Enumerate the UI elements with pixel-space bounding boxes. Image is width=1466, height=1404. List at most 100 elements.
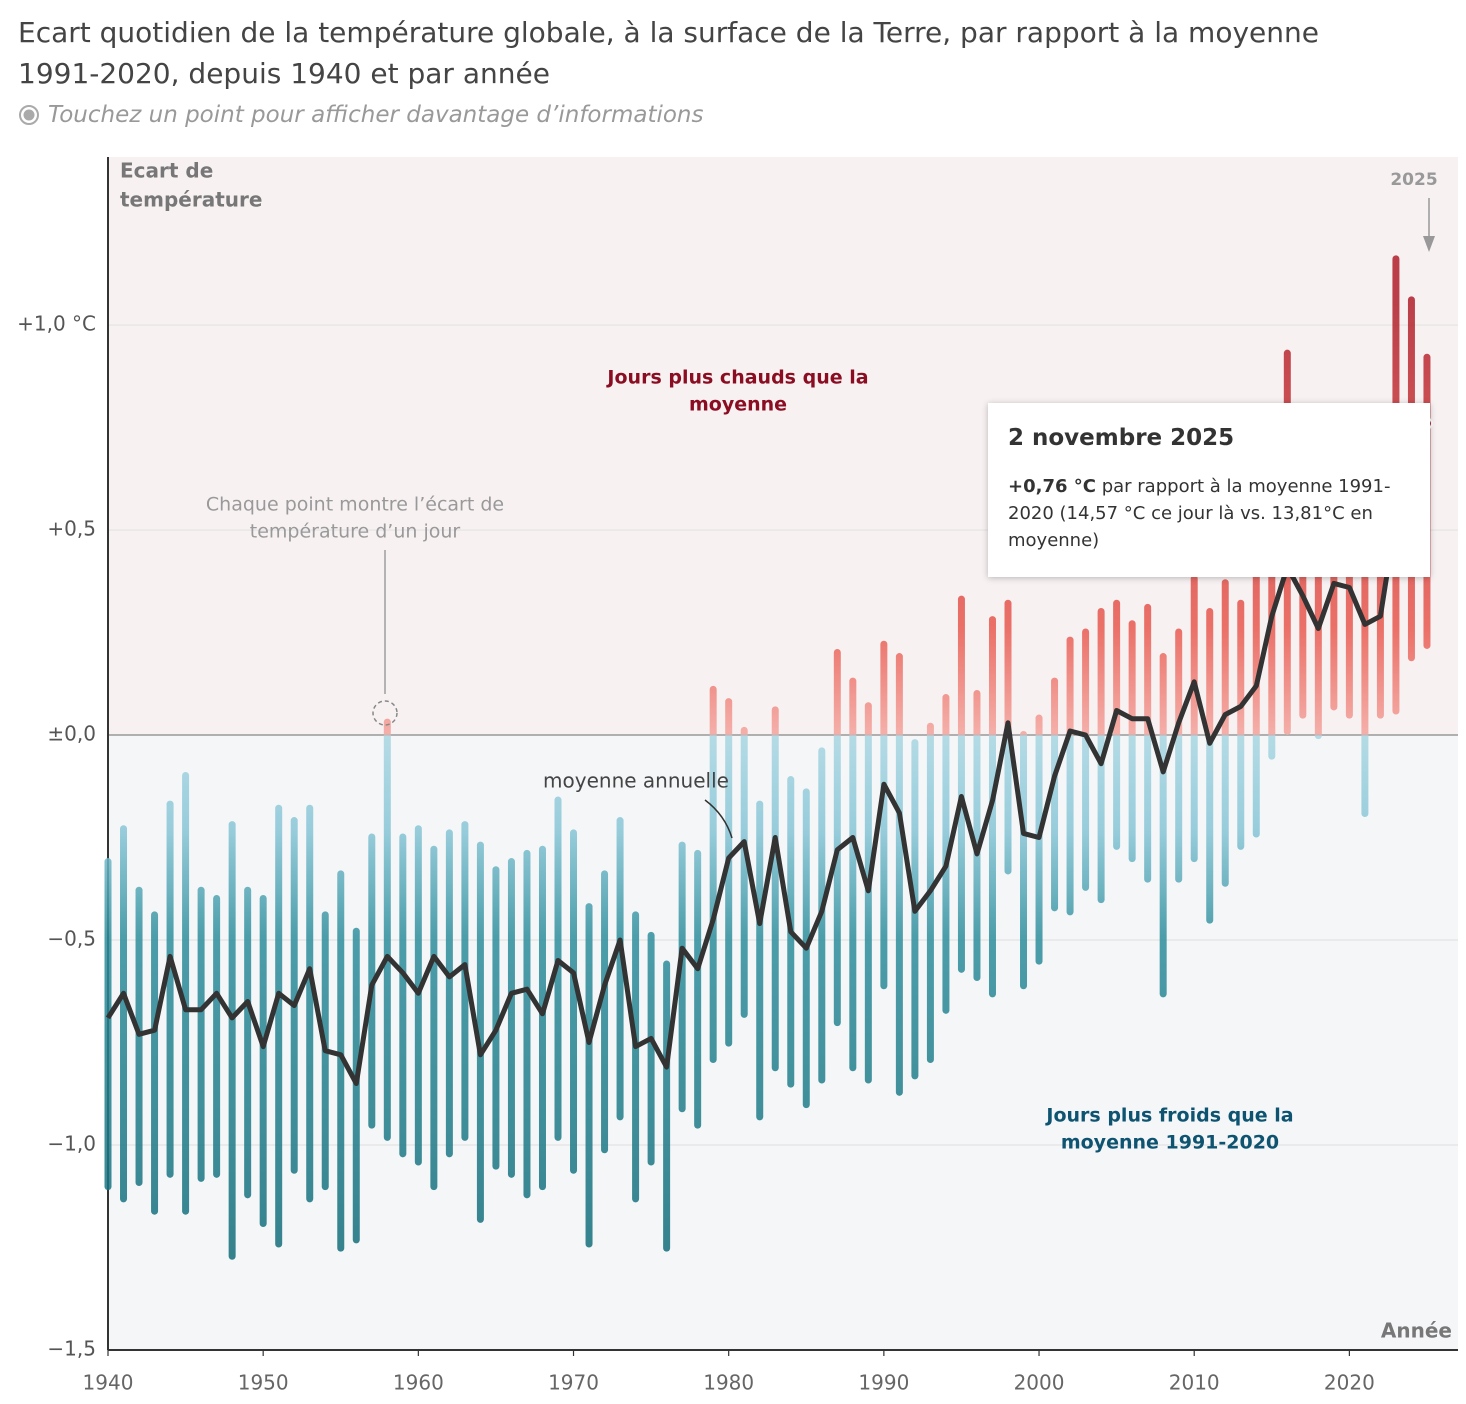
subtitle: Touchez un point pour afficher davantage… (18, 102, 703, 128)
x-tick-label: 2020 (1324, 1371, 1375, 1395)
daily-range (182, 771, 190, 1215)
mean-pointer (704, 799, 733, 839)
daily-range (1175, 628, 1183, 883)
latest-label: 2025 (1390, 170, 1437, 190)
daily-range (445, 829, 453, 1158)
x-tick-label: 1960 (393, 1371, 444, 1395)
daily-range (1221, 579, 1229, 887)
annual-mean-line (105, 494, 1430, 1086)
daily-range (1144, 603, 1152, 883)
x-tick-label: 1940 (83, 1371, 134, 1395)
daily-range (151, 911, 159, 1215)
daily-range (694, 849, 702, 1129)
x-axis-title: Année (1381, 1319, 1452, 1343)
daily-range (461, 821, 469, 1141)
latest-arrowhead (1423, 236, 1435, 252)
daily-range (570, 829, 578, 1174)
y-tick-label: −0,5 (47, 927, 96, 951)
title-line: 1991-2020, depuis 1940 et par année (18, 57, 550, 90)
daily-range (399, 833, 407, 1158)
daily-range (523, 849, 531, 1199)
tooltip-body: +0,76 °C par rapport à la moyenne 1991-2… (1008, 473, 1410, 554)
daily-range (663, 960, 671, 1252)
daily-range (259, 894, 267, 1228)
x-tick-label: 1980 (703, 1371, 754, 1395)
y-tick-label: +1,0 °C (17, 312, 96, 336)
daily-range (647, 931, 655, 1166)
daily-range (601, 870, 609, 1154)
y-tick-label: −1,0 (47, 1132, 96, 1156)
daily-range (880, 640, 888, 990)
x-tick-label: 1950 (238, 1371, 289, 1395)
daily-range (476, 841, 484, 1223)
daily-range (104, 858, 112, 1191)
daily-range (1082, 628, 1090, 891)
y-tick-label: ±0,0 (47, 722, 96, 746)
warm-label: moyenne (689, 394, 787, 416)
cold-label: moyenne 1991-2020 (1061, 1132, 1279, 1154)
daily-range (616, 817, 624, 1121)
tooltip: 2 novembre 2025 +0,76 °C par rapport à l… (988, 403, 1430, 577)
daily-range (492, 866, 500, 1170)
daily-range (1128, 620, 1136, 863)
daily-range (957, 595, 965, 973)
daily-range (771, 706, 779, 1072)
daily-range (725, 698, 733, 1047)
cold-zone (108, 735, 1458, 1350)
warm-label: Jours plus chauds que la (605, 367, 868, 389)
mean-note: moyenne annuelle (543, 769, 729, 793)
daily-range (337, 870, 345, 1252)
x-tick-label: 1990 (858, 1371, 909, 1395)
title-line: Ecart quotidien de la température global… (18, 16, 1319, 49)
daily-range (942, 694, 950, 1014)
daily-range (709, 685, 717, 1064)
daily-range (1237, 599, 1245, 850)
point-note: Chaque point montre l’écart de (206, 494, 504, 516)
daily-range (756, 800, 764, 1121)
y-tick-label: −1,5 (47, 1337, 96, 1361)
daily-range (1206, 607, 1214, 924)
daily-range (538, 845, 546, 1191)
touch-icon (19, 105, 39, 125)
cold-label: Jours plus froids que la (1044, 1105, 1293, 1127)
y-axis-title: Ecart de (120, 159, 213, 183)
daily-range (849, 677, 857, 1072)
daily-range (1051, 677, 1059, 912)
daily-range (228, 821, 236, 1260)
daily-range (120, 825, 128, 1203)
daily-range (1159, 653, 1167, 998)
daily-range (678, 841, 686, 1113)
daily-range (166, 800, 174, 1178)
daily-range (197, 886, 205, 1182)
daily-range (632, 911, 640, 1203)
daily-range (740, 726, 748, 1018)
daily-range (290, 817, 298, 1174)
x-tick-label: 2010 (1169, 1371, 1220, 1395)
daily-range (507, 858, 515, 1178)
daily-range (973, 689, 981, 982)
daily-range (833, 648, 841, 1027)
y-axis-title: température (120, 188, 262, 212)
daily-range (1020, 730, 1028, 990)
title: Ecart quotidien de la température global… (18, 12, 1319, 94)
daily-range (1066, 636, 1074, 916)
x-tick-label: 1970 (548, 1371, 599, 1395)
daily-range (1113, 599, 1121, 850)
y-tick-label: +0,5 (47, 517, 96, 541)
daily-range (430, 845, 438, 1191)
daily-range (306, 804, 314, 1203)
tooltip-text: par rapport à la moyenne 1991-2020 (14,5… (1008, 476, 1391, 551)
daily-range (244, 886, 252, 1199)
daily-range (213, 894, 221, 1178)
daily-range (1190, 575, 1198, 863)
daily-range (585, 903, 593, 1248)
tooltip-title: 2 novembre 2025 (1008, 425, 1235, 451)
note-circle (372, 700, 398, 726)
tooltip-value: +0,76 °C (1008, 476, 1096, 497)
daily-range (895, 653, 903, 1096)
subtitle-text: Touchez un point pour afficher davantage… (48, 102, 704, 128)
daily-range (275, 804, 283, 1248)
point-note: température d’un jour (250, 521, 461, 543)
